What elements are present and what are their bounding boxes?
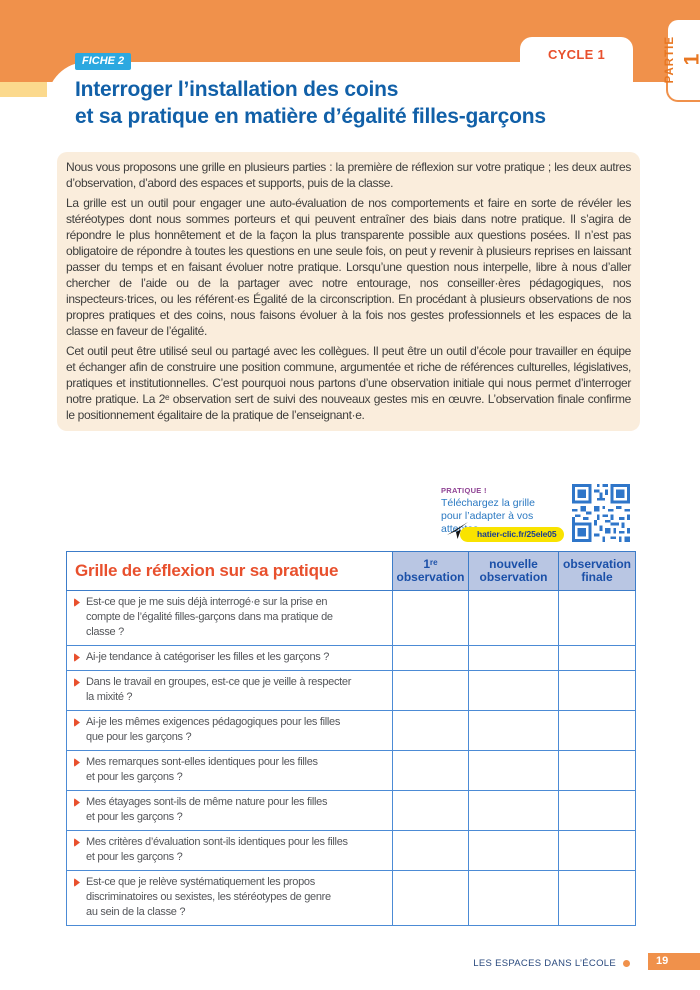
observation-cell <box>558 590 636 646</box>
table-row: Est-ce que je me suis déjà interrogé·e s… <box>66 590 636 646</box>
table-row: Ai-je les mêmes exigences pédagogiques p… <box>66 710 636 751</box>
table-header-row: Grille de réflexion sur sa pratique 1ʳᵉ … <box>66 551 636 591</box>
partie-tab-text: PARTIE 1 <box>664 36 700 84</box>
observation-cell <box>392 670 469 711</box>
observation-cell <box>558 790 636 831</box>
observation-cell <box>468 710 559 751</box>
intro-paragraph: Cet outil peut être utilisé seul ou part… <box>66 344 631 422</box>
observation-cell <box>558 750 636 791</box>
observation-cell <box>468 870 559 926</box>
partie-tab: PARTIE 1 <box>664 18 700 102</box>
bullet-icon <box>74 718 80 727</box>
intro-paragraph: Nous vous proposons une grille en plusie… <box>66 160 631 190</box>
col-header-final-observation: observation finale <box>558 551 636 591</box>
observation-cell <box>392 830 469 871</box>
question-text: Dans le travail en groupes, est-ce que j… <box>86 676 352 703</box>
bullet-icon <box>74 878 80 887</box>
fiche-badge: FICHE 2 <box>75 53 132 70</box>
pratique-label: PRATIQUE ! <box>441 486 487 495</box>
question-text: Mes critères d’évaluation sont-ils ident… <box>86 836 348 863</box>
question-text: Ai-je les mêmes exigences pédagogiques p… <box>86 716 341 743</box>
table-row: Mes critères d’évaluation sont-ils ident… <box>66 830 636 871</box>
bullet-icon <box>74 838 80 847</box>
observation-cell <box>468 830 559 871</box>
paper-plane-icon <box>447 522 468 539</box>
table-row: Mes remarques sont-elles identiques pour… <box>66 750 636 791</box>
observation-cell <box>468 750 559 791</box>
partie-number: 1 <box>680 54 700 66</box>
observation-cell <box>392 790 469 831</box>
col-header-new-observation: nouvelle observation <box>468 551 559 591</box>
cycle-badge: CYCLE 1 <box>520 37 633 102</box>
question-text: Mes étayages sont-ils de même nature pou… <box>86 796 328 823</box>
observation-cell <box>468 590 559 646</box>
observation-cell <box>468 790 559 831</box>
question-text: Est-ce que je me suis déjà interrogé·e s… <box>86 596 333 638</box>
hatier-clic-link[interactable]: hatier-clic.fr/25ele05 <box>460 527 564 542</box>
observation-cell <box>558 830 636 871</box>
intro-box: Nous vous proposons une grille en plusie… <box>57 152 640 431</box>
observation-cell <box>392 750 469 791</box>
observation-cell <box>558 870 636 926</box>
table-row: Est-ce que je relève systématiquement le… <box>66 870 636 926</box>
bullet-icon <box>74 598 80 607</box>
page-title: Interroger l’installation des coins et s… <box>75 78 546 128</box>
observation-cell <box>392 590 469 646</box>
observation-cell <box>468 645 559 671</box>
reflexion-table: Grille de réflexion sur sa pratique 1ʳᵉ … <box>66 551 636 926</box>
question-text: Ai-je tendance à catégoriser les filles … <box>86 651 330 663</box>
observation-cell <box>392 710 469 751</box>
bullet-icon <box>74 758 80 767</box>
intro-paragraph: La grille est un outil pour engager une … <box>66 196 631 338</box>
observation-cell <box>392 870 469 926</box>
pratique-block: PRATIQUE ! Téléchargez la grille pour l’… <box>441 486 571 536</box>
page-number: 19 <box>648 953 700 970</box>
header-yellow-strip <box>0 82 47 97</box>
observation-cell <box>558 645 636 671</box>
col-header-first-observation: 1ʳᵉ observation <box>392 551 469 591</box>
question-text: Mes remarques sont-elles identiques pour… <box>86 756 318 783</box>
observation-cell <box>558 710 636 751</box>
observation-cell <box>468 670 559 711</box>
observation-cell <box>558 670 636 711</box>
observation-cell <box>392 645 469 671</box>
footer-section-title: LES ESPACES DANS L’ÉCOLE <box>473 958 616 969</box>
footer-dot-icon <box>623 960 630 967</box>
table-row: Ai-je tendance à catégoriser les filles … <box>66 645 636 671</box>
question-text: Est-ce que je relève systématiquement le… <box>86 876 331 918</box>
bullet-icon <box>74 798 80 807</box>
bullet-icon <box>74 678 80 687</box>
table-title: Grille de réflexion sur sa pratique <box>66 551 393 591</box>
qr-code-icon <box>572 484 630 542</box>
bullet-icon <box>74 653 80 662</box>
table-row: Dans le travail en groupes, est-ce que j… <box>66 670 636 711</box>
table-row: Mes étayages sont-ils de même nature pou… <box>66 790 636 831</box>
pratique-line: Téléchargez la grille <box>441 497 535 509</box>
partie-label: PARTIE <box>664 36 677 84</box>
